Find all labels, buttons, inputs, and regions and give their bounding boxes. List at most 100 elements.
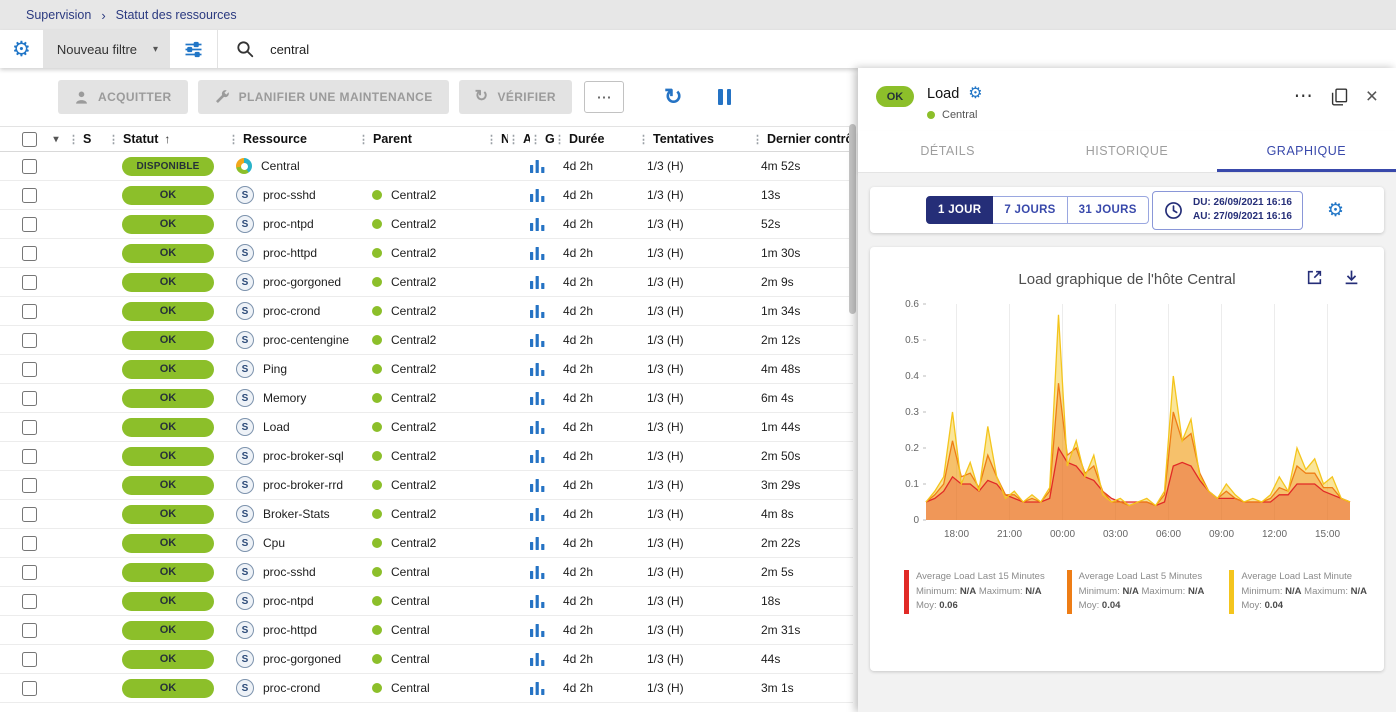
resource-cell[interactable]: Sproc-crond [228, 679, 358, 697]
graph-settings-gear-icon[interactable]: ⚙ [1327, 201, 1344, 220]
parent-cell[interactable]: Central2 [358, 536, 486, 550]
resource-cell[interactable]: Sproc-ntpd [228, 215, 358, 233]
row-checkbox[interactable] [22, 391, 37, 406]
parent-cell[interactable]: Central2 [358, 246, 486, 260]
graph-cell[interactable] [530, 217, 554, 231]
column-header-tentatives[interactable]: ⋮Tentatives [638, 132, 752, 146]
panel-more-icon[interactable]: ⋯ [1294, 91, 1313, 102]
row-checkbox[interactable] [22, 565, 37, 580]
resource-cell[interactable]: Sproc-sshd [228, 563, 358, 581]
resource-cell[interactable]: Sproc-centengine [228, 331, 358, 349]
graph-cell[interactable] [530, 333, 554, 347]
graph-cell[interactable] [530, 420, 554, 434]
close-icon[interactable]: × [1366, 89, 1378, 106]
parent-cell[interactable]: Central [358, 565, 486, 579]
graph-cell[interactable] [530, 391, 554, 405]
row-checkbox[interactable] [22, 333, 37, 348]
resource-cell[interactable]: Sproc-ntpd [228, 592, 358, 610]
breadcrumb-item-supervision[interactable]: Supervision [26, 8, 91, 22]
parent-cell[interactable]: Central2 [358, 478, 486, 492]
legend-item[interactable]: Average Load Last 5 MinutesMinimum: N/A … [1067, 570, 1212, 614]
graph-cell[interactable] [530, 478, 554, 492]
parent-cell[interactable]: Central2 [358, 217, 486, 231]
parent-cell[interactable]: Central2 [358, 188, 486, 202]
parent-cell[interactable]: Central2 [358, 304, 486, 318]
column-header-ressource[interactable]: ⋮Ressource [228, 132, 358, 146]
row-checkbox[interactable] [22, 449, 37, 464]
graph-cell[interactable] [530, 652, 554, 666]
resource-cell[interactable]: Sproc-broker-sql [228, 447, 358, 465]
graph-cell[interactable] [530, 536, 554, 550]
parent-cell[interactable]: Central2 [358, 507, 486, 521]
resource-cell[interactable]: SLoad [228, 418, 358, 436]
row-checkbox[interactable] [22, 681, 37, 696]
plan-maintenance-button[interactable]: PLANIFIER UNE MAINTENANCE [198, 80, 449, 114]
parent-cell[interactable]: Central [358, 681, 486, 695]
graph-cell[interactable] [530, 275, 554, 289]
row-checkbox[interactable] [22, 275, 37, 290]
period-1-day[interactable]: 1 JOUR [926, 196, 993, 224]
parent-cell[interactable]: Central [358, 623, 486, 637]
filter-select-dropdown[interactable]: Nouveau filtre ▾ [43, 30, 170, 68]
period-7-days[interactable]: 7 JOURS [993, 196, 1067, 224]
row-checkbox[interactable] [22, 246, 37, 261]
column-header-a[interactable]: ⋮A [508, 132, 530, 146]
graph-cell[interactable] [530, 507, 554, 521]
period-31-days[interactable]: 31 JOURS [1068, 196, 1149, 224]
filters-gear-icon[interactable]: ⚙ [12, 39, 31, 60]
legend-item[interactable]: Average Load Last MinuteMinimum: N/A Max… [1229, 570, 1374, 614]
resource-cell[interactable]: SCpu [228, 534, 358, 552]
parent-cell[interactable]: Central [358, 594, 486, 608]
caret-down-icon[interactable]: ▾ [53, 134, 58, 145]
graph-cell[interactable] [530, 188, 554, 202]
column-header-n[interactable]: ⋮N [486, 132, 508, 146]
row-checkbox[interactable] [22, 623, 37, 638]
copy-icon[interactable] [1331, 88, 1348, 106]
tab-graphique[interactable]: GRAPHIQUE [1217, 131, 1396, 172]
refresh-icon[interactable]: ↻ [664, 86, 682, 108]
parent-cell[interactable]: Central2 [358, 420, 486, 434]
graph-cell[interactable] [530, 159, 554, 173]
column-header-statut[interactable]: ⋮Statut↑ [108, 132, 228, 146]
select-all-checkbox[interactable] [22, 132, 37, 147]
resource-cell[interactable]: Sproc-gorgoned [228, 273, 358, 291]
parent-cell[interactable]: Central2 [358, 391, 486, 405]
more-actions-button[interactable]: ⋯ [584, 81, 624, 113]
graph-cell[interactable] [530, 623, 554, 637]
column-header-dernier[interactable]: ⋮Dernier contrôle [752, 132, 853, 146]
legend-item[interactable]: Average Load Last 15 MinutesMinimum: N/A… [904, 570, 1049, 614]
row-checkbox[interactable] [22, 478, 37, 493]
download-icon[interactable] [1343, 269, 1360, 286]
resource-cell[interactable]: SPing [228, 360, 358, 378]
sort-asc-icon[interactable]: ↑ [164, 132, 170, 146]
column-header-g[interactable]: ⋮G [530, 132, 554, 146]
resource-cell[interactable]: SMemory [228, 389, 358, 407]
tab-historique[interactable]: HISTORIQUE [1037, 131, 1216, 172]
parent-cell[interactable]: Central2 [358, 362, 486, 376]
parent-cell[interactable]: Central2 [358, 333, 486, 347]
graph-cell[interactable] [530, 681, 554, 695]
resource-cell[interactable]: Sproc-httpd [228, 621, 358, 639]
row-checkbox[interactable] [22, 362, 37, 377]
row-checkbox[interactable] [22, 304, 37, 319]
row-checkbox[interactable] [22, 217, 37, 232]
row-checkbox[interactable] [22, 536, 37, 551]
scrollbar-thumb[interactable] [849, 124, 856, 314]
row-checkbox[interactable] [22, 594, 37, 609]
resource-cell[interactable]: Sproc-broker-rrd [228, 476, 358, 494]
resource-cell[interactable]: Central [228, 158, 358, 174]
resource-settings-gear-icon[interactable]: ⚙ [968, 86, 982, 102]
graph-cell[interactable] [530, 594, 554, 608]
graph-cell[interactable] [530, 246, 554, 260]
pause-icon[interactable] [718, 89, 731, 105]
breadcrumb-item-statut-des-ressources[interactable]: Statut des ressources [116, 8, 237, 22]
row-checkbox[interactable] [22, 188, 37, 203]
resource-cell[interactable]: Sproc-crond [228, 302, 358, 320]
check-button[interactable]: ↻ VÉRIFIER [459, 80, 572, 114]
tune-icon[interactable] [184, 40, 203, 59]
resource-cell[interactable]: SBroker-Stats [228, 505, 358, 523]
column-header-parent[interactable]: ⋮Parent [358, 132, 486, 146]
parent-cell[interactable]: Central [358, 652, 486, 666]
tab-details[interactable]: DÉTAILS [858, 131, 1037, 172]
date-range-picker[interactable]: DU: 26/09/2021 16:16 AU: 27/09/2021 16:1… [1152, 191, 1303, 230]
